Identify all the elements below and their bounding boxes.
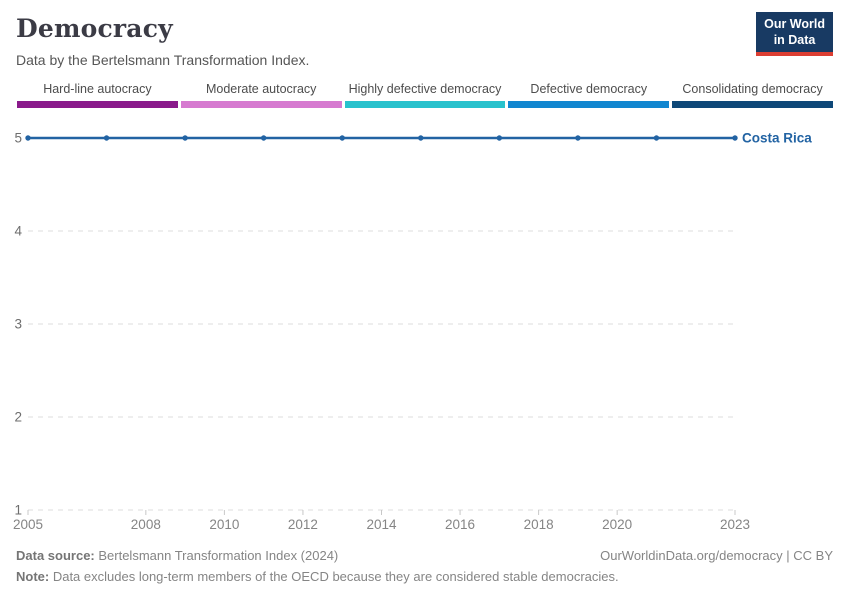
legend-category-swatch (672, 101, 833, 108)
line-chart[interactable]: 1 2 3 4 5 2005 2008 2010 2012 2014 2016 2018 2020 202… (0, 116, 850, 546)
y-axis-label-4: 4 (14, 224, 22, 239)
data-source: Data source: Bertelsmann Transformation … (16, 546, 338, 567)
owid-logo-line2: in Data (773, 32, 816, 47)
x-axis-label-2005: 2005 (13, 517, 43, 532)
y-axis-label-3: 3 (14, 317, 22, 332)
page-title: Democracy (16, 14, 173, 43)
chart-footer: Data source: Bertelsmann Transformation … (16, 546, 833, 588)
legend-category-label: Defective democracy (530, 82, 648, 96)
x-axis-label-2018: 2018 (524, 517, 554, 532)
legend-category-1[interactable]: Moderate autocracy (180, 82, 342, 108)
y-axis-label-5: 5 (14, 131, 22, 146)
legend-category-label: Consolidating democracy (682, 82, 823, 96)
citation-link[interactable]: OurWorldinData.org/democracy | CC BY (600, 548, 833, 563)
legend-category-4[interactable]: Consolidating democracy (672, 82, 833, 108)
data-point-2005 (25, 135, 31, 141)
data-point-2011 (260, 135, 267, 141)
chart-header: Democracy Data by the Bertelsmann Transf… (0, 0, 850, 68)
data-point-2007 (103, 135, 110, 141)
data-point-2023 (732, 135, 738, 141)
note: Note: Data excludes long-term members of… (16, 567, 833, 588)
x-axis-label-2020: 2020 (602, 517, 632, 532)
legend-category-swatch (344, 101, 506, 108)
data-point-2019 (575, 135, 581, 141)
data-point-2015 (418, 135, 424, 141)
legend-category-0[interactable]: Hard-line autocracy (17, 82, 178, 108)
legend-category-label: Highly defective democracy (348, 82, 502, 96)
category-legend: Hard-line autocracy Moderate autocracy Hig… (17, 82, 833, 108)
note-text: Data excludes long-term members of the O… (49, 568, 619, 584)
data-point-2017 (496, 135, 503, 141)
x-axis-label-2012: 2012 (288, 517, 318, 532)
x-axis-label-2014: 2014 (366, 517, 397, 532)
y-axis-label-1: 1 (14, 503, 22, 518)
owid-logo[interactable]: Our World in Data (756, 12, 833, 57)
y-axis-label-2: 2 (14, 410, 22, 425)
note-label: Note: (16, 568, 50, 584)
data-source-label: Data source: (16, 548, 95, 563)
legend-category-swatch (180, 101, 342, 108)
legend-category-2[interactable]: Highly defective democracy (344, 82, 506, 108)
legend-category-swatch (17, 101, 178, 108)
legend-category-swatch (508, 101, 670, 108)
x-axis-label-2016: 2016 (445, 517, 475, 532)
x-axis-label-2008: 2008 (131, 517, 161, 532)
data-point-2021 (653, 135, 660, 141)
data-point-2009 (182, 135, 188, 141)
owid-logo-line1: Our World (764, 17, 825, 31)
x-axis-label-2023: 2023 (720, 517, 750, 532)
legend-category-3[interactable]: Defective democracy (508, 82, 670, 108)
data-point-2013 (339, 135, 345, 141)
x-axis-label-2010: 2010 (209, 517, 239, 532)
legend-category-label: Moderate autocracy (205, 82, 317, 96)
page-subtitle: Data by the Bertelsmann Transformation I… (16, 52, 310, 68)
legend-category-label: Hard-line autocracy (43, 82, 152, 96)
series-end-label: Costa Rica (742, 131, 812, 146)
data-source-text: Bertelsmann Transformation Index (2024) (94, 548, 339, 563)
